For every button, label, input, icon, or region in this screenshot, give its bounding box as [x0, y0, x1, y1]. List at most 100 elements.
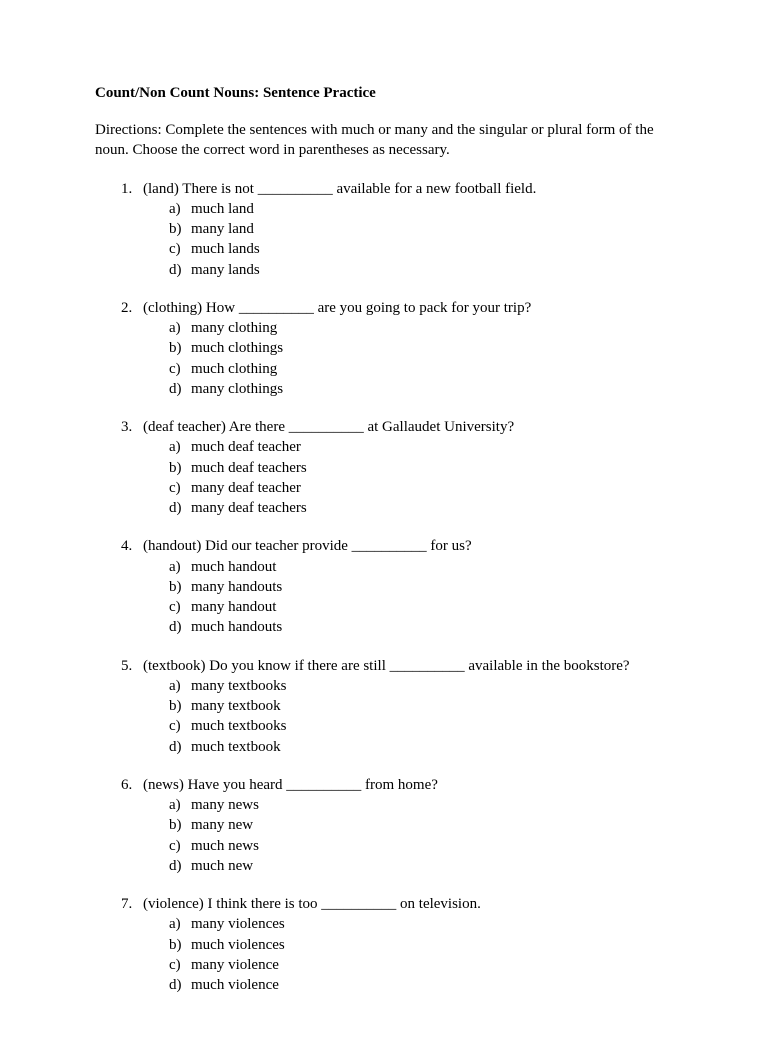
question-line: 6.(news) Have you heard __________ from …: [121, 775, 673, 795]
option: d)much violence: [169, 975, 673, 995]
worksheet-page: Count/Non Count Nouns: Sentence Practice…: [0, 0, 768, 1053]
question-text: (land) There is not __________ available…: [143, 179, 536, 199]
question-number: 6.: [121, 775, 143, 795]
question-number: 7.: [121, 894, 143, 914]
option-letter: a): [169, 199, 191, 219]
option-letter: b): [169, 696, 191, 716]
option-text: much lands: [191, 239, 260, 259]
option-text: many handout: [191, 597, 276, 617]
option-text: much new: [191, 856, 253, 876]
question-line: 7.(violence) I think there is too ______…: [121, 894, 673, 914]
question: 3.(deaf teacher) Are there __________ at…: [121, 417, 673, 518]
option: d)much handouts: [169, 617, 673, 637]
option: a)many violences: [169, 914, 673, 934]
option-text: many violence: [191, 955, 279, 975]
option-letter: d): [169, 498, 191, 518]
option-text: many new: [191, 815, 253, 835]
option-letter: d): [169, 737, 191, 757]
option: a)many clothing: [169, 318, 673, 338]
options-list: a)much deaf teacherb)much deaf teachersc…: [121, 437, 673, 518]
option: d)much new: [169, 856, 673, 876]
option-letter: a): [169, 318, 191, 338]
option: c)much news: [169, 836, 673, 856]
option: d)many deaf teachers: [169, 498, 673, 518]
question-number: 1.: [121, 179, 143, 199]
questions-list: 1.(land) There is not __________ availab…: [95, 179, 673, 996]
option: b)much deaf teachers: [169, 458, 673, 478]
question-line: 2.(clothing) How __________ are you goin…: [121, 298, 673, 318]
option: a)many textbooks: [169, 676, 673, 696]
option-letter: d): [169, 260, 191, 280]
option-text: much textbook: [191, 737, 281, 757]
option-letter: c): [169, 239, 191, 259]
option-text: many clothing: [191, 318, 277, 338]
option-letter: b): [169, 458, 191, 478]
option: d)much textbook: [169, 737, 673, 757]
question-text: (textbook) Do you know if there are stil…: [143, 656, 630, 676]
question-text: (deaf teacher) Are there __________ at G…: [143, 417, 514, 437]
option: c)many deaf teacher: [169, 478, 673, 498]
option-text: many handouts: [191, 577, 282, 597]
option-letter: c): [169, 836, 191, 856]
question-text: (violence) I think there is too ________…: [143, 894, 481, 914]
option: c)much clothing: [169, 359, 673, 379]
option-text: much clothings: [191, 338, 283, 358]
question-line: 1.(land) There is not __________ availab…: [121, 179, 673, 199]
option-letter: d): [169, 975, 191, 995]
option-text: many news: [191, 795, 259, 815]
options-list: a)many textbooksb)many textbookc)much te…: [121, 676, 673, 757]
question: 7.(violence) I think there is too ______…: [121, 894, 673, 995]
option-letter: a): [169, 437, 191, 457]
option-text: much handout: [191, 557, 276, 577]
question: 4.(handout) Did our teacher provide ____…: [121, 536, 673, 637]
option-text: much land: [191, 199, 254, 219]
option-letter: b): [169, 935, 191, 955]
option-letter: c): [169, 716, 191, 736]
option-text: many violences: [191, 914, 285, 934]
option: a)much deaf teacher: [169, 437, 673, 457]
option-letter: d): [169, 617, 191, 637]
option: b)many handouts: [169, 577, 673, 597]
options-list: a)many violencesb)much violencesc)many v…: [121, 914, 673, 995]
option-letter: b): [169, 815, 191, 835]
option-text: much handouts: [191, 617, 282, 637]
options-list: a)much handoutb)many handoutsc)many hand…: [121, 557, 673, 638]
question-text: (news) Have you heard __________ from ho…: [143, 775, 438, 795]
option: b)much violences: [169, 935, 673, 955]
option-letter: b): [169, 577, 191, 597]
option-text: much violences: [191, 935, 285, 955]
option-text: many deaf teacher: [191, 478, 301, 498]
option: a)many news: [169, 795, 673, 815]
option: b)many new: [169, 815, 673, 835]
option-text: many textbook: [191, 696, 281, 716]
question-number: 2.: [121, 298, 143, 318]
option: c)many handout: [169, 597, 673, 617]
question: 5.(textbook) Do you know if there are st…: [121, 656, 673, 757]
question-number: 3.: [121, 417, 143, 437]
option-text: many deaf teachers: [191, 498, 307, 518]
option: d)many clothings: [169, 379, 673, 399]
option-letter: a): [169, 676, 191, 696]
question-number: 5.: [121, 656, 143, 676]
options-list: a)many clothingb)much clothingsc)much cl…: [121, 318, 673, 399]
options-list: a)much landb)many landc)much landsd)many…: [121, 199, 673, 280]
question: 6.(news) Have you heard __________ from …: [121, 775, 673, 876]
option: d)many lands: [169, 260, 673, 280]
question: 2.(clothing) How __________ are you goin…: [121, 298, 673, 399]
option-text: many land: [191, 219, 254, 239]
question-text: (handout) Did our teacher provide ______…: [143, 536, 472, 556]
question-number: 4.: [121, 536, 143, 556]
option-letter: a): [169, 914, 191, 934]
option: a)much handout: [169, 557, 673, 577]
option-letter: c): [169, 955, 191, 975]
option: a)much land: [169, 199, 673, 219]
option-letter: c): [169, 359, 191, 379]
question-line: 4.(handout) Did our teacher provide ____…: [121, 536, 673, 556]
option-text: many clothings: [191, 379, 283, 399]
option-text: many textbooks: [191, 676, 286, 696]
worksheet-directions: Directions: Complete the sentences with …: [95, 120, 673, 161]
option-text: much clothing: [191, 359, 277, 379]
question-line: 3.(deaf teacher) Are there __________ at…: [121, 417, 673, 437]
option: b)many textbook: [169, 696, 673, 716]
option: c)much textbooks: [169, 716, 673, 736]
